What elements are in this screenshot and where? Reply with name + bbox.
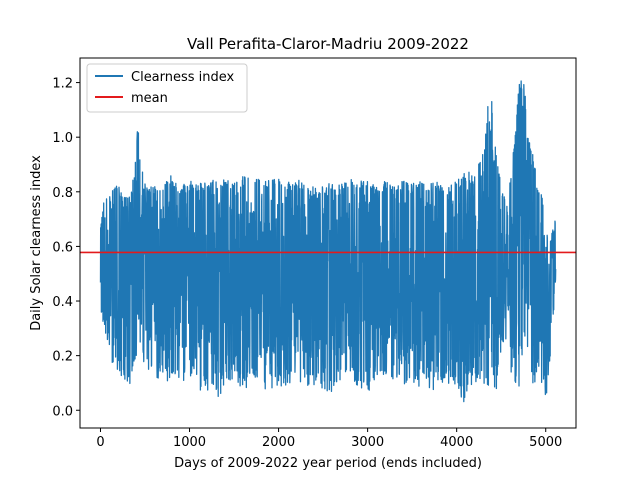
y-tick-label: 0.2 bbox=[52, 350, 73, 365]
x-axis-label: Days of 2009-2022 year period (ends incl… bbox=[174, 456, 482, 471]
plot-area bbox=[80, 80, 576, 403]
plot-frame bbox=[79, 57, 577, 429]
legend-label-mean: mean bbox=[131, 91, 168, 106]
legend-label-clearness-index: Clearness index bbox=[131, 70, 235, 85]
y-axis-label: Daily Solar clearness index bbox=[29, 155, 44, 331]
x-tick-label: 2000 bbox=[262, 435, 295, 450]
legend: Clearness index mean bbox=[86, 63, 248, 113]
x-axis: 0 1000 2000 3000 4000 5000 bbox=[96, 428, 562, 450]
y-tick-label: 0.0 bbox=[52, 404, 73, 419]
x-tick-label: 3000 bbox=[351, 435, 384, 450]
y-tick-label: 0.4 bbox=[52, 295, 73, 310]
y-tick-label: 1.2 bbox=[52, 77, 73, 92]
x-tick-label: 5000 bbox=[529, 435, 562, 450]
legend-box bbox=[86, 63, 248, 113]
y-tick-label: 0.6 bbox=[52, 240, 73, 255]
x-tick-label: 4000 bbox=[440, 435, 473, 450]
chart-title: Vall Perafita-Claror-Madriu 2009-2022 bbox=[187, 35, 469, 53]
y-axis: 0.0 0.2 0.4 0.6 0.8 1.0 1.2 bbox=[52, 77, 80, 419]
x-tick-label: 0 bbox=[96, 435, 104, 450]
y-tick-label: 1.0 bbox=[52, 131, 73, 146]
y-tick-label: 0.8 bbox=[52, 186, 73, 201]
clearness-index-line bbox=[99, 80, 557, 403]
x-tick-label: 1000 bbox=[173, 435, 206, 450]
